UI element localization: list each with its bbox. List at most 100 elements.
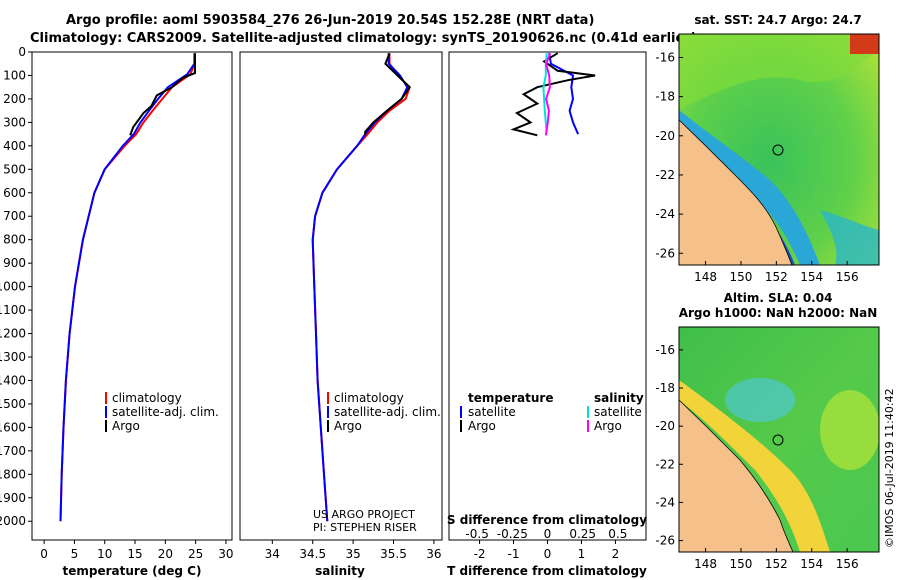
x-tick-label: 2 [612,547,620,561]
x-tick-label: 36 [426,547,441,561]
depth-tick-label: 1300 [0,350,26,364]
map-lon-label: 150 [729,557,752,571]
series-line-satellite-adj-clim- [59,53,196,522]
x-tick-label: 15 [127,547,142,561]
depth-tick-label: 900 [3,256,26,270]
map-lon-label: 152 [765,557,788,571]
s-tick-label: -0.25 [497,527,528,541]
map-lon-label: 156 [836,557,859,571]
depth-tick-label: 100 [3,68,26,82]
sla-high [820,390,879,470]
title-line-2: Climatology: CARS2009. Satellite-adjuste… [30,31,697,46]
legend-s-argo-label: Argo [594,419,622,433]
sst-land [679,119,793,265]
title-line-1: Argo profile: aoml 5903584_276 26-Jun-20… [66,13,594,28]
map-lon-label: 152 [765,270,788,284]
sst-argo-position [772,144,784,156]
depth-axis: 0 100 200 300 400 500 600 700 800 900 1000 1100 1200… [0,45,32,528]
s-tick-label: -0.5 [465,527,488,541]
sla-map-title-1: Altim. SLA: 0.04 [724,291,833,305]
salinity-legend: climatology satellite-adj. clim. Argo [327,391,441,433]
salinity-plot: 34 34.5 35 35.5 36 [265,52,442,561]
series-line-satellite-adj-clim- [311,53,409,522]
depth-tick-label: 1700 [0,444,26,458]
sst-map-title: sat. SST: 24.7 Argo: 24.7 [694,13,861,27]
depth-tick-label: 1400 [0,373,26,387]
x-tick-label: 30 [218,547,233,561]
salinity-axis-label: salinity [315,564,365,578]
sla-coastal-high [679,380,830,552]
sst-map-ticks: 148 150 152 154 156 -16 -18 -20 -22 -24 -26 [655,50,858,284]
x-tick-label: 34.5 [299,547,326,561]
s-tick-label: 0 [544,527,552,541]
pi-credit: PI: STEPHEN RISER [313,521,417,534]
depth-tick-label: 700 [3,209,26,223]
depth-tick-label: 1000 [0,280,26,294]
x-tick-label: -2 [474,547,486,561]
difference-plot: -2 -1 0 1 2 [474,52,620,561]
legend-salinity-heading: salinity [594,391,644,405]
map-lon-label: 156 [836,270,859,284]
sla-land [679,399,794,552]
series-line-argo [129,53,196,136]
legend-climatology-label: climatology [112,391,182,405]
sla-map [679,327,879,552]
difference-legend: temperature satellite Argo salinity sate… [460,391,644,433]
x-tick-label: 0 [40,547,48,561]
series-line-argo [364,52,412,136]
x-tick-label: 1 [578,547,586,561]
legend-t-argo-label: Argo [468,419,496,433]
depth-tick-label: 200 [3,92,26,106]
depth-tick-label: 1900 [0,491,26,505]
map-lon-label: 150 [729,270,752,284]
temperature-plot: 0 5 10 15 20 25 30 [40,53,234,561]
x-tick-label: 5 [71,547,79,561]
t-difference-axis-label: T difference from climatology [447,564,647,578]
map-lat-label: -22 [655,457,675,471]
map-lon-label: 154 [800,557,823,571]
map-lat-label: -18 [655,381,675,395]
x-tick-label: 34 [265,547,280,561]
x-tick-label: 20 [158,547,173,561]
sst-map [679,34,879,265]
map-lat-label: -18 [655,90,675,104]
depth-tick-label: 1100 [0,303,26,317]
depth-tick-label: 1200 [0,327,26,341]
sla-low [725,378,795,422]
imos-credit: ©IMOS 06-Jul-2019 11:40:42 [883,388,896,548]
x-tick-label: -1 [508,547,520,561]
legend-argo-label: Argo [112,419,140,433]
depth-tick-label: 500 [3,162,26,176]
map-lat-label: -24 [655,495,675,509]
map-lat-label: -26 [655,246,675,260]
map-lat-label: -24 [655,207,675,221]
legend-s-argo-label: Argo [334,419,362,433]
legend-s-satellite-label: satellite-adj. clim. [334,405,441,419]
difference-panel [448,51,647,541]
map-lat-label: -16 [655,50,675,64]
depth-tick-label: 1800 [0,467,26,481]
x-tick-label: 35 [345,547,360,561]
sst-coastal-cold [679,110,820,265]
temperature-panel [31,51,233,541]
sst-hot-patch [850,34,879,54]
legend-satellite-label: satellite-adj. clim. [112,405,219,419]
sst-warm-band [679,34,879,110]
s-tick-label: 0.5 [608,527,627,541]
depth-tick-label: 0 [18,45,26,59]
map-lat-label: -20 [655,129,675,143]
map-lon-label: 148 [694,270,717,284]
depth-tick-label: 600 [3,186,26,200]
s-difference-axis-label: S difference from climatology [447,513,647,527]
x-tick-label: 35.5 [380,547,407,561]
depth-tick-label: 2000 [0,514,26,528]
depth-tick-label: 800 [3,233,26,247]
map-lat-label: -22 [655,168,675,182]
sla-argo-position [772,434,784,446]
temperature-axis-label: temperature (deg C) [63,564,202,578]
x-tick-label: 0 [544,547,552,561]
map-lat-label: -16 [655,343,675,357]
s-difference-ticks: -0.5 -0.25 0 0.25 0.5 [465,527,627,541]
legend-t-satellite-label: satellite [468,405,516,419]
